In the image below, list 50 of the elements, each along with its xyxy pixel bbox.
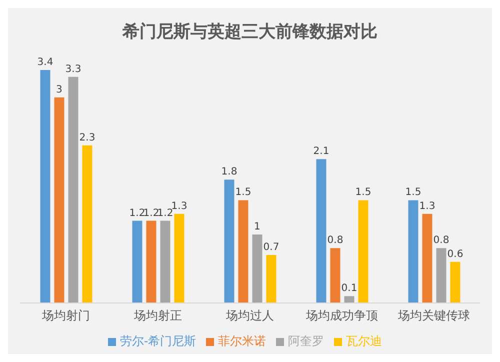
data-label: 0.6 bbox=[447, 248, 464, 260]
bar bbox=[450, 262, 460, 303]
bar bbox=[224, 180, 234, 303]
data-label: 1.2 bbox=[157, 208, 174, 219]
bar bbox=[316, 159, 326, 303]
bar bbox=[330, 248, 340, 303]
data-label: 2.1 bbox=[313, 146, 330, 158]
bar bbox=[436, 248, 446, 303]
data-label: 1.3 bbox=[171, 200, 188, 212]
legend-label: 瓦尔迪 bbox=[346, 334, 382, 348]
data-label: 0.8 bbox=[327, 235, 344, 246]
data-label: 1.5 bbox=[405, 187, 422, 198]
x-tick-label: 场均关键传球 bbox=[397, 308, 470, 323]
data-label: 0.1 bbox=[341, 283, 358, 294]
bar bbox=[82, 145, 92, 303]
chart-title: 希门尼斯与英超三大前锋数据对比 bbox=[121, 21, 378, 44]
bar bbox=[160, 220, 170, 303]
bar bbox=[422, 214, 432, 303]
bar bbox=[238, 200, 248, 303]
bar bbox=[54, 97, 64, 303]
data-label: 0.7 bbox=[263, 242, 280, 254]
data-label: 1.5 bbox=[235, 187, 252, 198]
data-label: 0.8 bbox=[433, 235, 450, 246]
bar bbox=[68, 76, 78, 303]
data-label: 3.4 bbox=[37, 57, 54, 68]
bar bbox=[146, 220, 156, 303]
bar bbox=[358, 200, 368, 303]
bar bbox=[408, 200, 418, 303]
bar bbox=[266, 255, 276, 303]
x-tick-label: 场均射正 bbox=[133, 308, 182, 323]
x-tick-label: 场均成功争顶 bbox=[305, 308, 378, 323]
legend-label: 菲尔米诺 bbox=[218, 334, 266, 348]
data-label: 1.3 bbox=[419, 200, 436, 212]
x-tick-label: 场均射门 bbox=[41, 308, 90, 323]
bar bbox=[132, 220, 142, 303]
data-label: 1.8 bbox=[221, 166, 238, 178]
data-label: 3 bbox=[56, 84, 62, 96]
bar bbox=[40, 70, 50, 303]
data-label: 1.2 bbox=[143, 208, 160, 219]
legend-label: 劳尔-希门尼斯 bbox=[120, 334, 196, 348]
bar bbox=[252, 234, 262, 303]
bar bbox=[344, 296, 354, 303]
legend-label: 阿奎罗 bbox=[288, 334, 324, 348]
data-label: 2.3 bbox=[79, 132, 96, 144]
x-tick-label: 场均过人 bbox=[225, 308, 274, 323]
data-label: 1.5 bbox=[355, 187, 372, 198]
data-label: 1 bbox=[254, 221, 260, 232]
bar bbox=[174, 214, 184, 303]
data-label: 3.3 bbox=[65, 64, 82, 75]
data-label: 1.2 bbox=[129, 208, 146, 219]
